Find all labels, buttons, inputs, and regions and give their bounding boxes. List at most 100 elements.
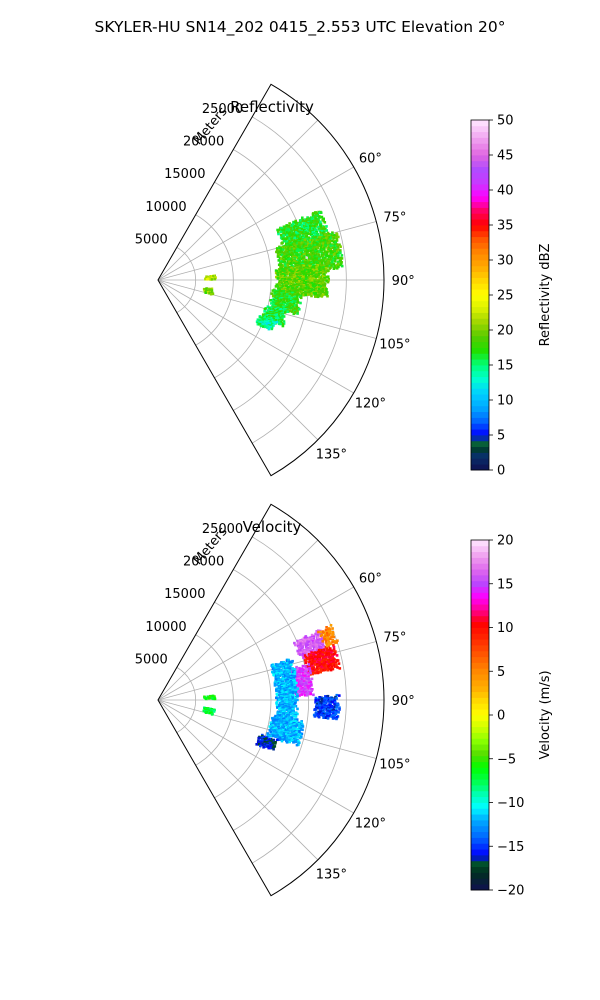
echo-gate — [302, 222, 305, 225]
echo-gate — [318, 276, 322, 279]
echo-gate — [271, 671, 275, 674]
echo-gate — [322, 648, 326, 651]
echo-gate — [284, 308, 287, 311]
echo-gate — [287, 230, 291, 234]
echo-gate — [281, 679, 285, 682]
echo-gate — [278, 707, 282, 710]
echo-gate — [318, 250, 321, 253]
echo-gate — [284, 666, 288, 669]
echo-gate — [296, 259, 300, 262]
echo-gate — [273, 684, 277, 687]
angle-tick-label: 60° — [359, 571, 382, 586]
echo-gate — [312, 642, 315, 645]
echo-gate — [292, 740, 296, 744]
echo-gate — [305, 277, 308, 280]
echo-gate — [328, 233, 331, 236]
echo-gate — [315, 643, 318, 647]
colorbar-tick-label: 30 — [497, 254, 514, 269]
colorbar-segment — [471, 160, 489, 168]
echo-gate — [291, 711, 294, 715]
echo-gate — [318, 211, 321, 215]
echo-region — [255, 733, 279, 751]
echo-gate — [297, 723, 301, 726]
echo-gate — [275, 320, 278, 324]
echo-gate — [291, 701, 294, 704]
colorbar-segment — [471, 306, 489, 313]
echo-gate — [272, 730, 275, 733]
colorbar-segment — [471, 394, 489, 401]
echo-gate — [310, 689, 313, 693]
colorbar-segment — [471, 435, 489, 442]
echo-gate — [318, 667, 321, 670]
echo-gate — [293, 704, 296, 708]
panel-title: Velocity — [243, 518, 302, 536]
echo-gate — [294, 720, 297, 723]
echo-gate — [309, 692, 312, 696]
echo-gate — [279, 300, 282, 303]
echo-gate — [277, 285, 281, 289]
echo-gate — [304, 259, 307, 263]
echo-gate — [296, 649, 299, 653]
echo-gate — [322, 282, 325, 285]
echo-gate — [280, 665, 284, 668]
colorbar-segment — [471, 779, 489, 786]
echo-gate — [279, 226, 283, 230]
echo-gate — [305, 235, 309, 238]
echo-gate — [209, 278, 212, 281]
echo-gate — [293, 306, 297, 310]
echo-gate — [210, 278, 214, 281]
echo-gate — [324, 695, 327, 698]
colorbar-segment — [471, 662, 489, 669]
echo-gate — [335, 716, 338, 719]
echo-gate — [306, 218, 309, 221]
echo-gate — [321, 237, 324, 241]
echo-gate — [311, 654, 315, 657]
echo-gate — [316, 651, 320, 654]
colorbar-segment — [471, 627, 489, 634]
echo-gate — [282, 715, 286, 719]
echo-gate — [323, 668, 327, 672]
echo-gate — [270, 744, 274, 747]
echo-gate — [279, 702, 282, 705]
echo-gate — [304, 652, 307, 656]
echo-gate — [276, 711, 279, 714]
echo-gate — [279, 662, 282, 666]
echo-gate — [268, 322, 271, 326]
echo-gate — [278, 719, 281, 723]
echo-gate — [297, 726, 301, 730]
echo-gate — [296, 698, 299, 702]
echo-gate — [320, 250, 323, 253]
echo-gate — [270, 322, 274, 326]
sector-frame — [157, 503, 385, 897]
echo-gate — [296, 253, 300, 256]
echo-gate — [275, 732, 279, 736]
echo-gate — [307, 259, 311, 263]
colorbar-tick-label: 15 — [497, 577, 514, 592]
echo-gate — [281, 253, 284, 257]
echo-gate — [335, 697, 338, 700]
colorbar-segment — [471, 720, 489, 728]
echo-gate — [263, 318, 266, 321]
colorbar-segment — [471, 540, 489, 547]
echo-gate — [255, 743, 258, 746]
echo-gate — [319, 653, 323, 656]
echo-gate — [335, 248, 338, 252]
echo-gate — [309, 671, 312, 675]
echo-gate — [297, 740, 300, 743]
range-tick-label: 15000 — [164, 587, 205, 602]
echo-gate — [280, 723, 283, 727]
echo-gate — [276, 277, 280, 280]
echo-gate — [293, 304, 297, 307]
echo-gate — [314, 285, 317, 289]
echo-gate — [314, 647, 317, 651]
colorbar-tick-label: −5 — [497, 752, 516, 767]
echo-gate — [321, 712, 324, 716]
colorbar-segment — [471, 155, 489, 162]
echo-gate — [299, 651, 303, 655]
echo-gate — [274, 714, 277, 718]
echo-gate — [337, 703, 340, 707]
echo-gate — [329, 624, 333, 627]
echo-gate — [300, 226, 304, 230]
echo-gate — [290, 702, 294, 706]
polar-grid — [157, 116, 384, 444]
